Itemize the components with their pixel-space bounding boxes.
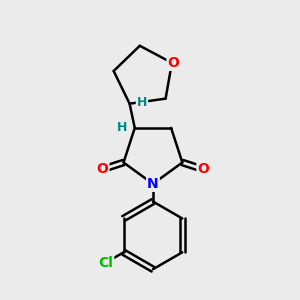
Text: N: N	[147, 177, 159, 191]
Text: O: O	[197, 162, 209, 176]
Text: Cl: Cl	[98, 256, 113, 270]
Text: H: H	[137, 96, 147, 109]
Text: O: O	[167, 56, 179, 70]
Text: H: H	[117, 122, 128, 134]
Text: O: O	[97, 162, 109, 176]
